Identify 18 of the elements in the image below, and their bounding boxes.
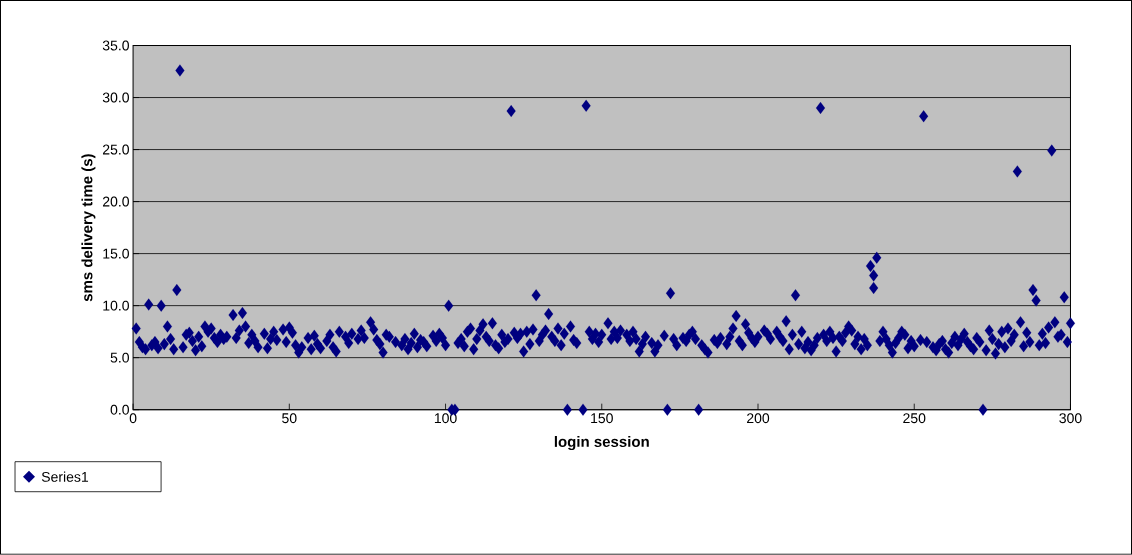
y-axis-title: sms delivery time (s): [81, 154, 96, 302]
y-tick-label: 0.0: [110, 404, 129, 415]
y-tick-label: 15.0: [103, 248, 129, 259]
x-tick-label: 200: [747, 413, 770, 424]
x-tick-label: 100: [434, 413, 457, 424]
x-tick-label: 50: [282, 413, 297, 424]
y-tick-label: 25.0: [102, 144, 129, 155]
legend-label: Series1: [41, 471, 89, 482]
y-tick-label: 35.0: [102, 40, 129, 51]
y-tick-label: 10.0: [103, 300, 129, 311]
y-tick-label: 30.0: [102, 92, 129, 103]
x-tick-label: 0: [129, 413, 137, 424]
x-tick-label: 250: [903, 413, 926, 424]
x-tick-label: 300: [1059, 413, 1082, 424]
y-tick-label: 5.0: [110, 352, 129, 363]
x-axis-title: login session: [554, 436, 649, 451]
x-tick-label: 150: [591, 413, 613, 424]
y-tick-label: 20.0: [102, 196, 129, 207]
